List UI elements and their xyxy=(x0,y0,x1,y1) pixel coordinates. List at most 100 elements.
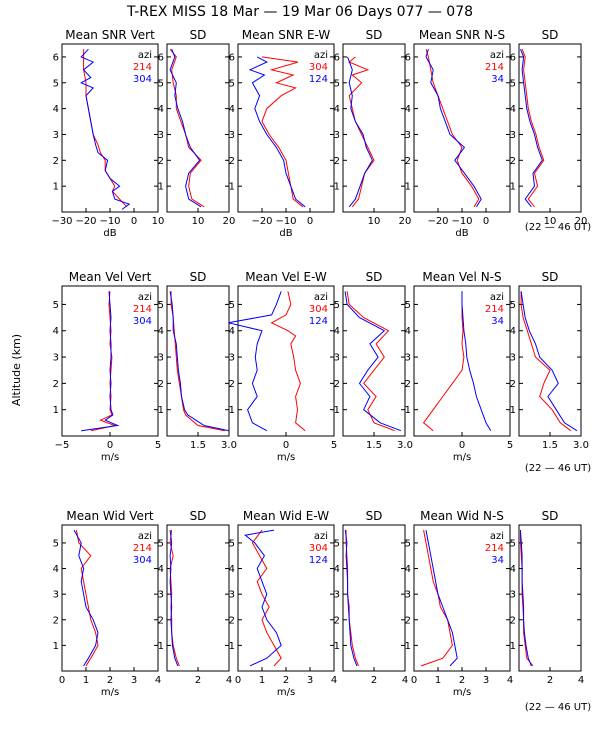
series-line-34 xyxy=(520,49,543,208)
x-tick-label: 0 xyxy=(483,216,489,227)
x-tick-label: 4 xyxy=(226,675,232,686)
series-line-214 xyxy=(425,49,480,208)
x-tick-label: −20 xyxy=(251,216,272,227)
series-line-214 xyxy=(170,291,225,432)
y-tick-label: 1 xyxy=(334,182,340,193)
series-line-34 xyxy=(461,291,492,431)
x-tick-label: 0 xyxy=(131,216,137,227)
y-tick-label: 1 xyxy=(510,405,516,416)
y-tick-label: 3 xyxy=(158,590,164,601)
y-tick-label: 4 xyxy=(510,104,516,115)
x-axis-label: dB xyxy=(103,228,116,239)
legend-entry: 124 xyxy=(309,316,328,327)
panel-title: SD xyxy=(542,270,559,284)
y-tick-label: 3 xyxy=(53,590,59,601)
y-tick-label: 6 xyxy=(334,52,340,63)
y-tick-label: 2 xyxy=(510,379,516,390)
y-tick-label: 3 xyxy=(158,130,164,141)
legend-header: azi xyxy=(490,292,504,303)
panel-title: SD xyxy=(366,270,383,284)
y-tick-label: 3 xyxy=(405,590,411,601)
legend-header: azi xyxy=(138,50,152,61)
panel-frame xyxy=(342,285,406,437)
y-tick-label: 5 xyxy=(53,538,59,549)
legend-header: azi xyxy=(490,531,504,542)
y-tick-label: 5 xyxy=(510,78,516,89)
y-tick-label: 5 xyxy=(510,538,516,549)
y-tick-label: 2 xyxy=(510,615,516,626)
x-axis-label: dB xyxy=(279,228,292,239)
y-tick-label: 1 xyxy=(510,641,516,652)
y-tick-label: 6 xyxy=(510,52,516,63)
x-tick-label: 3 xyxy=(307,675,313,686)
panel-title: SD xyxy=(190,28,207,42)
panel-title: SD xyxy=(366,509,383,523)
y-tick-label: 5 xyxy=(229,300,235,311)
y-tick-label: 3 xyxy=(510,590,516,601)
y-tick-label: 6 xyxy=(158,52,164,63)
panel-12: SD 1 2 3 4 5 1.5 3.0 xyxy=(510,270,589,451)
y-tick-label: 4 xyxy=(53,104,59,115)
x-tick-label: 2 xyxy=(547,675,553,686)
y-tick-label: 5 xyxy=(405,300,411,311)
y-tick-label: 6 xyxy=(229,52,235,63)
series-line-124 xyxy=(347,56,373,208)
y-tick-label: 1 xyxy=(334,405,340,416)
series-line-124 xyxy=(344,291,402,432)
series-line-34 xyxy=(425,49,482,208)
panel-frame xyxy=(518,524,582,672)
x-tick-label: 1.5 xyxy=(190,440,206,451)
legend-entry: 214 xyxy=(133,304,152,315)
y-tick-label: 3 xyxy=(229,590,235,601)
y-tick-label: 4 xyxy=(405,326,411,337)
panel-10: SD 1 2 3 4 5 1.5 3.0 xyxy=(334,270,413,451)
x-tick-label: 10 xyxy=(152,216,165,227)
legend-entry: 304 xyxy=(133,316,152,327)
x-tick-label: 2 xyxy=(195,675,201,686)
x-tick-label: 3.0 xyxy=(221,440,237,451)
x-tick-label: 3 xyxy=(483,675,489,686)
series-line-304 xyxy=(169,530,179,667)
series-line-304 xyxy=(169,49,202,208)
legend-entry: 214 xyxy=(485,304,504,315)
y-tick-label: 1 xyxy=(53,182,59,193)
x-tick-label: 5 xyxy=(507,440,513,451)
x-tick-label: 4 xyxy=(578,675,584,686)
y-tick-label: 1 xyxy=(510,182,516,193)
panel-title: Mean Wid N-S xyxy=(420,509,504,523)
time-note-row-2: (22 — 46 UT) xyxy=(525,463,591,474)
x-tick-label: −20 xyxy=(75,216,96,227)
y-tick-label: 4 xyxy=(405,564,411,575)
y-tick-label: 1 xyxy=(229,405,235,416)
panel-title: SD xyxy=(542,28,559,42)
legend-entry: 304 xyxy=(309,62,328,73)
series-line-124 xyxy=(244,529,282,667)
legend-entry: 304 xyxy=(309,543,328,554)
y-tick-label: 1 xyxy=(158,182,164,193)
y-tick-label: 5 xyxy=(405,538,411,549)
y-tick-label: 4 xyxy=(229,104,235,115)
legend-entry: 214 xyxy=(133,62,152,73)
panel-frame xyxy=(518,43,582,213)
legend-header: azi xyxy=(314,292,328,303)
legend-header: azi xyxy=(490,50,504,61)
y-tick-label: 1 xyxy=(229,641,235,652)
y-tick-label: 1 xyxy=(53,405,59,416)
y-tick-label: 3 xyxy=(405,130,411,141)
panel-title: SD xyxy=(190,270,207,284)
legend-entry: 124 xyxy=(309,74,328,85)
y-tick-label: 3 xyxy=(510,130,516,141)
x-tick-label: 2 xyxy=(459,675,465,686)
y-tick-label: 2 xyxy=(334,615,340,626)
series-line-304 xyxy=(80,48,131,210)
x-tick-label: 4 xyxy=(155,675,161,686)
series-line-214 xyxy=(422,291,465,432)
panel-frame xyxy=(342,524,406,672)
x-axis-label: m/s xyxy=(277,452,295,463)
y-tick-label: 4 xyxy=(334,326,340,337)
x-tick-label: 20 xyxy=(399,216,412,227)
